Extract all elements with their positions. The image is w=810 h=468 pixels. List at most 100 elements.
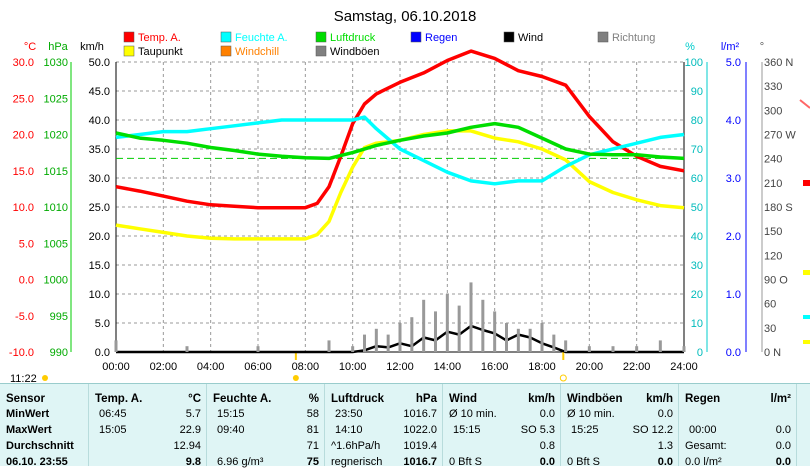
sensor-column: Sensor MinWert MaxWert Durchschnitt 06.1… (0, 384, 88, 468)
x-tick-label: 20:00 (576, 361, 604, 373)
rain-column: Regen l/m² 00:00 0.0 Gesamt: 0.0 0.0 l/m… (678, 384, 797, 468)
temp-tick-label: 5.0 (19, 238, 34, 250)
chart-title: Samstag, 06.10.2018 (334, 8, 477, 25)
rain-tick-label: 3.0 (726, 173, 741, 185)
gust-max: SO 12.2 (632, 424, 673, 436)
legend-swatch (220, 31, 232, 43)
pressure-forecast: regnerisch (331, 456, 383, 468)
temp-tick-label: 25.0 (13, 93, 34, 105)
rain-tick-label: 1.0 (726, 289, 741, 301)
temp-min: 5.7 (185, 408, 201, 420)
pressure-max-time: 14:10 (335, 424, 363, 436)
stats-table: Sensor MinWert MaxWert Durchschnitt 06.1… (0, 383, 810, 468)
pressure-tick-label: 1000 (44, 275, 68, 287)
direction-tick-label: 300 (764, 105, 782, 117)
wind-avg: 0.8 (539, 440, 555, 452)
direction-tick-label: 270 W (764, 130, 796, 142)
humidity-absolute: 6.96 g/m³ (217, 456, 264, 468)
temp-tick-label: -10.0 (9, 347, 34, 359)
rain-tick-label: 0.0 (726, 347, 741, 359)
rain-current-label: 0.0 l/m² (685, 456, 722, 468)
legend-swatch (123, 31, 135, 43)
temp-unit: °C (188, 393, 201, 405)
humidity-tick-label: 80 (691, 115, 703, 127)
x-tick-label: 14:00 (434, 361, 462, 373)
gust-max-time: 15:25 (571, 424, 599, 436)
rain-tick-label: 4.0 (726, 115, 741, 127)
gust-bar (256, 346, 260, 352)
wind-tick-label: 30.0 (89, 173, 110, 185)
temp-tick-label: 10.0 (13, 202, 34, 214)
series-line (115, 49, 685, 210)
direction-tick-label: 30 (764, 323, 776, 335)
temp-column: Temp. A. °C 06:45 5.7 15:05 22.9 12.94 9… (88, 384, 207, 468)
pressure-header: Luftdruck (331, 393, 385, 405)
rain-total: 0.0 (775, 440, 791, 452)
wind-min: 0.0 (539, 408, 555, 420)
x-tick-label: 10:00 (339, 361, 367, 373)
pressure-avg: 1019.4 (403, 440, 437, 452)
x-tick-label: 08:00 (292, 361, 320, 373)
gust-bar (469, 282, 473, 352)
rain-tick-label: 2.0 (726, 231, 741, 243)
pressure-column: Luftdruck hPa 23:50 1016.7 14:10 1022.0 … (324, 384, 443, 468)
weather-chart: Samstag, 06.10.2018 Temp. A. Feuchte A. Luf… (8, 8, 810, 383)
gust-bar (374, 328, 378, 352)
x-tick-label: 04:00 (197, 361, 225, 373)
edge-indicator (803, 315, 810, 319)
direction-tick-label: 0 N (764, 347, 781, 359)
legend-label: Feuchte A. (235, 32, 288, 44)
gust-bar (114, 340, 118, 352)
table-edge (796, 384, 810, 466)
legend-swatch (597, 31, 609, 43)
temp-max: 22.9 (179, 424, 201, 436)
row-label-current: 06.10. 23:55 (6, 456, 68, 468)
humidity-header: Feuchte A. (213, 393, 272, 405)
wind-column: Wind km/h Ø 10 min. 0.0 15:15 SO 5.3 0.8… (442, 384, 561, 468)
pressure-max: 1022.0 (403, 424, 437, 436)
wind-axis-label: km/h (80, 41, 104, 53)
gust-current: 0.0 (657, 456, 673, 468)
gust-bar (658, 340, 662, 352)
x-tick-label: 02:00 (150, 361, 178, 373)
gust-bar (185, 346, 189, 352)
rain-axis-label: l/m² (721, 41, 740, 53)
direction-tick-label: 120 (764, 250, 782, 262)
pressure-tick-label: 990 (50, 347, 68, 359)
humidity-avg: 71 (306, 440, 319, 452)
humidity-tick-label: 30 (691, 260, 703, 272)
temp-header: Temp. A. (95, 393, 143, 405)
legend-label: Temp. A. (138, 32, 181, 44)
row-label-avg: Durchschnitt (6, 440, 74, 452)
humidity-tick-label: 50 (691, 202, 703, 214)
temp-tick-label: 0.0 (19, 275, 34, 287)
wind-tick-label: 0.0 (95, 347, 110, 359)
wind-tick-label: 45.0 (89, 86, 110, 98)
gust-bar (457, 305, 461, 352)
legend-label: Taupunkt (138, 46, 183, 58)
series-line (115, 121, 685, 161)
rain-unit: l/m² (770, 393, 791, 405)
humidity-min: 58 (306, 408, 319, 420)
x-tick-label: 16:00 (481, 361, 509, 373)
direction-tick-label: 360 N (764, 57, 793, 69)
rain-header: Regen (685, 393, 721, 405)
sun-icon (42, 375, 48, 381)
temp-tick-label: 15.0 (13, 166, 34, 178)
humidity-tick-label: 20 (691, 289, 703, 301)
gust-bar (386, 334, 390, 352)
humidity-tick-label: 10 (691, 318, 703, 330)
wind-tick-label: 5.0 (95, 318, 110, 330)
humidity-tick-label: 40 (691, 231, 703, 243)
humidity-max-time: 09:40 (217, 424, 245, 436)
x-tick-label: 18:00 (528, 361, 556, 373)
gust-header: Windböen (567, 393, 623, 405)
temp-tick-label: 20.0 (13, 130, 34, 142)
sun-icon (292, 375, 299, 381)
rain-max: 0.0 (775, 424, 791, 436)
x-tick-label: 22:00 (623, 361, 651, 373)
rain-total-label: Gesamt: (685, 440, 727, 452)
gust-bar (445, 294, 449, 352)
legend-label: Regen (425, 32, 457, 44)
wind-tick-label: 10.0 (89, 289, 110, 301)
